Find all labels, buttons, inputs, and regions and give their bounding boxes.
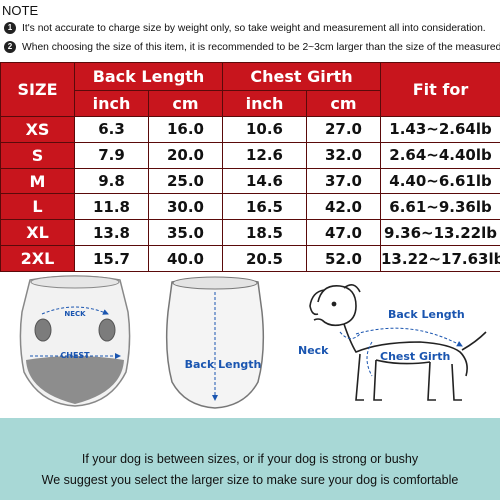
chest-inch-cell: 10.6 — [222, 116, 307, 143]
back-cm-cell: 30.0 — [148, 193, 223, 221]
note-title: NOTE — [2, 3, 39, 18]
dog-neck-arrow — [339, 331, 361, 339]
note-text-1: It's not accurate to charge size by weig… — [22, 22, 486, 34]
table-unit-row: inch cm inch cm — [1, 90, 500, 117]
number-one-icon: 1 — [4, 22, 16, 34]
fit-for-header: Fit for — [380, 62, 500, 117]
chest-inch-cell: 18.5 — [222, 219, 307, 247]
measurement-diagram: NECK CHEST Back Length Back Length — [19, 275, 487, 409]
table-row: S 7.9 20.0 12.6 32.0 2.64~4.40lb — [0, 141, 500, 169]
measurement-illustrations: NECK CHEST Back Length Back Length — [0, 272, 500, 410]
size-cell: S — [0, 141, 75, 169]
size-chart-table: SIZE Back Length Chest Girth Fit for inc… — [0, 62, 500, 272]
neck-label: NECK — [64, 310, 86, 318]
back-length-label: Back Length — [185, 358, 262, 371]
chest-label: CHEST — [60, 351, 90, 360]
back-inch-cell: 15.7 — [74, 245, 149, 272]
unit-inch-header: inch — [222, 90, 307, 117]
note-item-1: 1 It's not accurate to charge size by we… — [4, 22, 486, 34]
note-item-2: 2 When choosing the size of this item, i… — [4, 41, 500, 53]
chest-inch-cell: 16.5 — [222, 193, 307, 221]
chest-cm-cell: 27.0 — [306, 116, 381, 143]
back-inch-cell: 7.9 — [74, 141, 149, 169]
back-inch-cell: 6.3 — [74, 116, 149, 143]
chest-cm-cell: 47.0 — [306, 219, 381, 247]
fit-cell: 4.40~6.61lb — [380, 167, 500, 195]
chest-inch-cell: 20.5 — [222, 245, 307, 272]
dog-back-length-label: Back Length — [388, 308, 465, 321]
size-cell: XL — [0, 219, 75, 247]
chest-girth-header: Chest Girth — [222, 62, 381, 91]
unit-cm-header: cm — [148, 90, 223, 117]
back-inch-cell: 9.8 — [74, 167, 149, 195]
back-inch-cell: 13.8 — [74, 219, 149, 247]
fit-cell: 2.64~4.40lb — [380, 141, 500, 169]
note-text-2: When choosing the size of this item, it … — [22, 41, 500, 53]
unit-cm-header: cm — [306, 90, 381, 117]
back-cm-cell: 20.0 — [148, 141, 223, 169]
garment-front-illustration — [19, 275, 131, 407]
notes-section: NOTE 1 It's not accurate to charge size … — [0, 0, 500, 62]
back-cm-cell: 16.0 — [148, 116, 223, 143]
table-row: XL 13.8 35.0 18.5 47.0 9.36~13.22lb — [0, 219, 500, 247]
footer-banner: If your dog is between sizes, or if your… — [0, 418, 500, 500]
fit-cell: 9.36~13.22lb — [380, 219, 500, 247]
chest-cm-cell: 37.0 — [306, 167, 381, 195]
unit-inch-header: inch — [74, 90, 149, 117]
back-cm-cell: 35.0 — [148, 219, 223, 247]
dog-illustration — [309, 284, 487, 401]
size-header: SIZE — [0, 62, 75, 117]
back-cm-cell: 40.0 — [148, 245, 223, 272]
back-length-header: Back Length — [74, 62, 223, 91]
table-row: M 9.8 25.0 14.6 37.0 4.40~6.61lb — [0, 167, 500, 195]
chest-inch-cell: 12.6 — [222, 141, 307, 169]
footer-line-1: If your dog is between sizes, or if your… — [81, 452, 419, 466]
footer-line-2: We suggest you select the larger size to… — [41, 473, 459, 487]
table-row: XS 6.3 16.0 10.6 27.0 1.43~2.64lb — [0, 116, 500, 143]
dog-back-length-arrow — [355, 327, 463, 347]
dog-chest-arrow — [366, 341, 373, 377]
table-row: L 11.8 30.0 16.5 42.0 6.61~9.36lb — [0, 193, 500, 221]
chest-cm-cell: 52.0 — [306, 245, 381, 272]
table-row: 2XL 15.7 40.0 20.5 52.0 13.22~17.63lb — [0, 245, 500, 272]
fit-cell: 13.22~17.63lb — [380, 245, 500, 272]
chest-inch-cell: 14.6 — [222, 167, 307, 195]
back-cm-cell: 25.0 — [148, 167, 223, 195]
fit-cell: 6.61~9.36lb — [380, 193, 500, 221]
size-cell: L — [0, 193, 75, 221]
number-two-icon: 2 — [4, 41, 16, 53]
size-cell: M — [0, 167, 75, 195]
fit-cell: 1.43~2.64lb — [380, 116, 500, 143]
chest-cm-cell: 32.0 — [306, 141, 381, 169]
size-cell: 2XL — [0, 245, 75, 272]
dog-chest-girth-label: Chest Girth — [380, 350, 450, 363]
table-header-row: SIZE Back Length Chest Girth Fit for — [0, 62, 500, 117]
back-inch-cell: 11.8 — [74, 193, 149, 221]
garment-back-illustration — [165, 276, 265, 409]
dog-neck-label: Neck — [298, 344, 329, 357]
chest-cm-cell: 42.0 — [306, 193, 381, 221]
size-cell: XS — [0, 116, 75, 143]
